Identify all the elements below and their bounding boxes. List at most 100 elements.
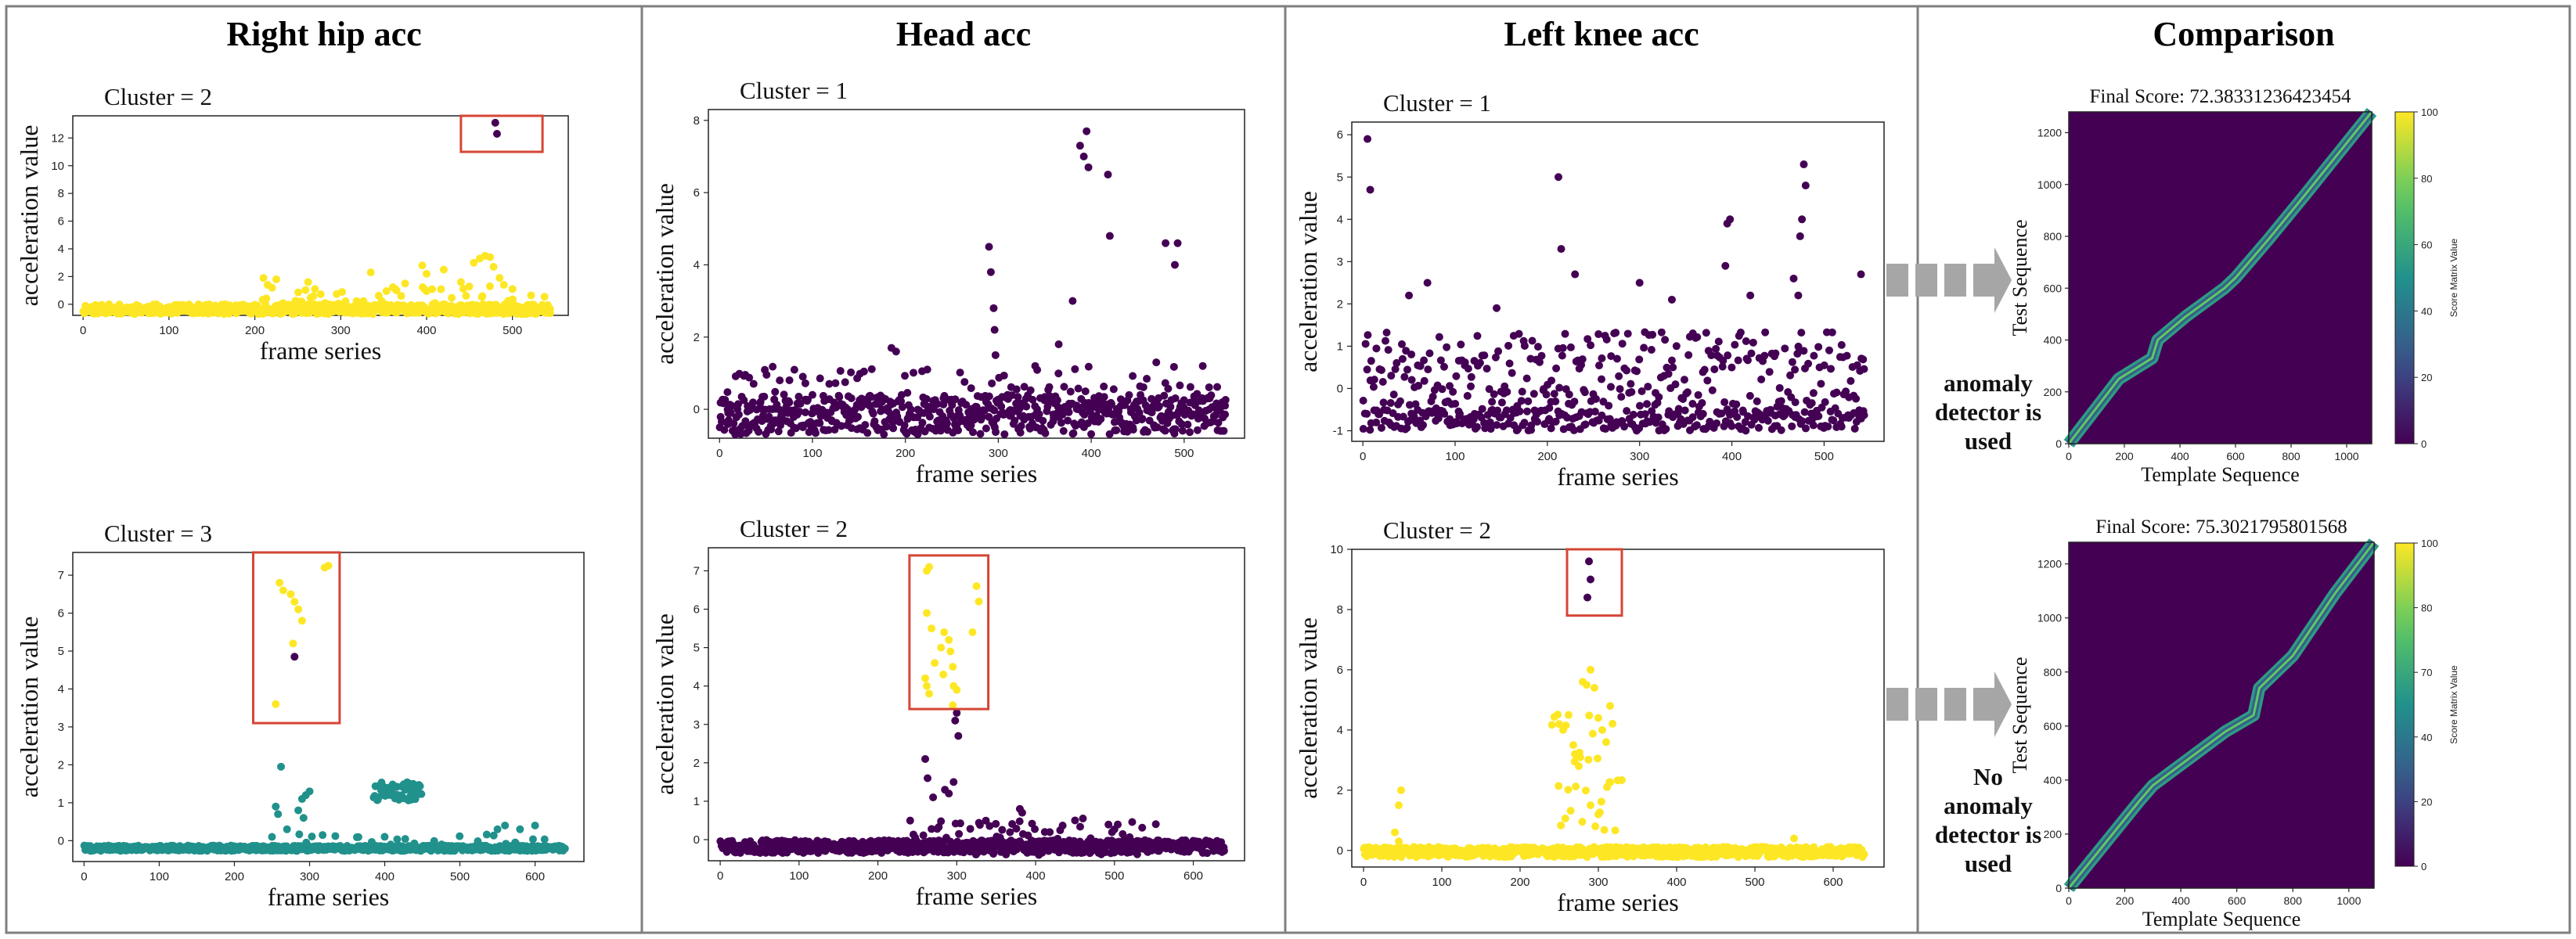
right-hip-c2-point-mid	[474, 310, 482, 318]
head-c2-point-mid	[962, 839, 971, 847]
left-knee-c1-point-spread	[1457, 340, 1465, 349]
right-hip-c2-point-peaks	[499, 281, 508, 290]
left-knee-c1-point-low	[1801, 424, 1810, 433]
left-knee-c1-point-spread	[1379, 398, 1388, 407]
right-hip-c2-points	[79, 118, 555, 318]
left-knee-c1-point-spread	[1508, 369, 1516, 377]
left-knee-c1-point-spread	[1403, 365, 1411, 374]
head-c1-point-baseline	[1080, 410, 1089, 419]
head-c2-title: Cluster = 2	[740, 515, 848, 542]
left-knee-c1-point-spread	[1429, 392, 1437, 401]
right-hip-c2-point-mid	[456, 302, 464, 311]
right-hip-c3-point-cluster	[416, 782, 424, 790]
right-hip-c3-ytick-label: 6	[58, 607, 64, 621]
head-c1-point-mid	[841, 378, 849, 387]
head-c1-point-baseline	[1000, 411, 1008, 419]
left-knee-c1-point-spread	[1702, 329, 1710, 337]
left-knee-c1-point-spread	[1804, 359, 1813, 368]
left-knee-c1-point-spread	[1370, 376, 1378, 384]
left-knee-c1-point-spread	[1504, 341, 1513, 350]
right-hip-c2-point-mid	[357, 309, 366, 318]
right-hip-c2-point-mid	[521, 310, 530, 318]
head-c1-point-mid	[1006, 412, 1014, 420]
right-hip-c2-point-peaks	[495, 274, 504, 282]
right-hip-c3-ytick-label: 4	[58, 682, 64, 696]
score-matrix-top-ylabel: Test Sequence	[2009, 219, 2031, 336]
left-knee-c1-point-spread	[1518, 387, 1526, 396]
head-c1-point-mid	[1123, 396, 1132, 405]
head-c2-point-mid	[919, 831, 928, 840]
left-knee-c2-point-mid	[1609, 719, 1617, 728]
head-c1-point-baseline	[854, 412, 863, 421]
right-hip-c2-point-peaks	[311, 285, 319, 293]
left-knee-c1-point-spread	[1725, 411, 1734, 419]
left-knee-c1-point-peaks	[1423, 279, 1432, 287]
left-knee-c1-point-spread	[1809, 389, 1818, 398]
head-c2-point-mid	[985, 822, 994, 830]
left-knee-c1-point-spread	[1446, 382, 1454, 390]
left-knee-c1-point-low	[1777, 426, 1785, 434]
left-knee-c1-point-spread	[1372, 344, 1381, 353]
right-hip-c3-point-mid	[262, 845, 271, 854]
left-knee-c1-point-low	[1581, 420, 1590, 429]
head-c2-point-anomaly	[940, 628, 949, 636]
head-c1-point-peaks	[1198, 362, 1207, 370]
arrow-dash	[1915, 688, 1937, 721]
panel-title-2: Head acc	[896, 15, 1031, 53]
left-knee-c2-ylabel: acceleration value	[1294, 617, 1322, 799]
left-knee-c2-point-peaks	[1395, 801, 1403, 810]
head-c1-point-baseline	[962, 401, 971, 409]
left-knee-c2-ytick-label: 4	[1337, 724, 1343, 737]
left-knee-c1-ytick-label: 6	[1337, 128, 1343, 142]
left-knee-c2-point-peaks	[1575, 762, 1583, 771]
left-knee-c1-point-low	[1809, 421, 1818, 430]
head-c2-point-peaks	[1079, 815, 1087, 823]
head-c1-point-baseline	[1100, 393, 1108, 401]
left-knee-c1-point-spread	[1684, 351, 1693, 359]
left-knee-c1-points	[1359, 135, 1868, 435]
left-knee-c1-point-spread	[1623, 366, 1631, 375]
right-hip-c2-point-mid	[508, 295, 517, 304]
left-knee-c1-point-spread	[1361, 340, 1370, 348]
head-c1-point-baseline	[824, 426, 833, 434]
left-knee-c2-point-peaks	[1555, 720, 1563, 729]
right-hip-c3-points	[80, 561, 569, 855]
score-matrix-bottom-ytick-label: 0	[2055, 882, 2062, 894]
head-c1-point-peaks	[1152, 358, 1161, 367]
left-knee-c2-point-peaks	[1606, 702, 1614, 711]
head-c1-point-baseline	[1221, 410, 1230, 419]
head-c1-point-baseline	[801, 408, 809, 416]
left-knee-c1-point-spread	[1505, 359, 1514, 368]
right-hip-c2-point-mid	[338, 288, 347, 297]
head-c2-point-mid	[1104, 820, 1113, 829]
head-c1-point-baseline	[861, 420, 870, 429]
head-c2-point-mid	[929, 847, 938, 856]
head-c1-point-baseline	[990, 406, 999, 415]
head-c1-point-peaks	[1084, 163, 1093, 171]
head-c1-point-baseline	[1207, 391, 1216, 400]
left-knee-c1-point-spread	[1791, 398, 1800, 407]
head-c1-point-baseline	[1108, 400, 1116, 408]
score-matrix-top-colorbar-label: Score Matrix Value	[2448, 238, 2459, 317]
left-knee-c1-point-spread	[1734, 356, 1742, 365]
right-hip-c2-point-mid	[513, 310, 521, 318]
score-matrix-top-xtick-label: 200	[2115, 450, 2134, 462]
right-hip-c2-point-peaks	[456, 278, 465, 286]
left-knee-c1-point-low	[1728, 422, 1736, 430]
left-knee-c2-xtick-label: 400	[1666, 876, 1686, 889]
left-knee-c1-point-spread	[1552, 364, 1561, 372]
left-knee-c2-point-peaks	[1602, 738, 1610, 747]
right-hip-c2-point-peaks	[508, 285, 517, 293]
left-knee-c1-point-spread	[1712, 344, 1720, 353]
head-c2-ytick-label: 4	[694, 680, 700, 693]
head-c1-ytick-label: 6	[694, 186, 700, 200]
left-knee-c1-point-spread	[1746, 391, 1754, 400]
head-c1-point-mid	[749, 380, 758, 388]
right-hip-c3-point-mid	[420, 844, 429, 853]
head-c2-point-mid	[1097, 850, 1105, 858]
head-c1-point-mid	[1205, 383, 1213, 391]
right-hip-c2-point-peaks	[392, 286, 401, 295]
head-c1-point-mid	[745, 373, 754, 382]
